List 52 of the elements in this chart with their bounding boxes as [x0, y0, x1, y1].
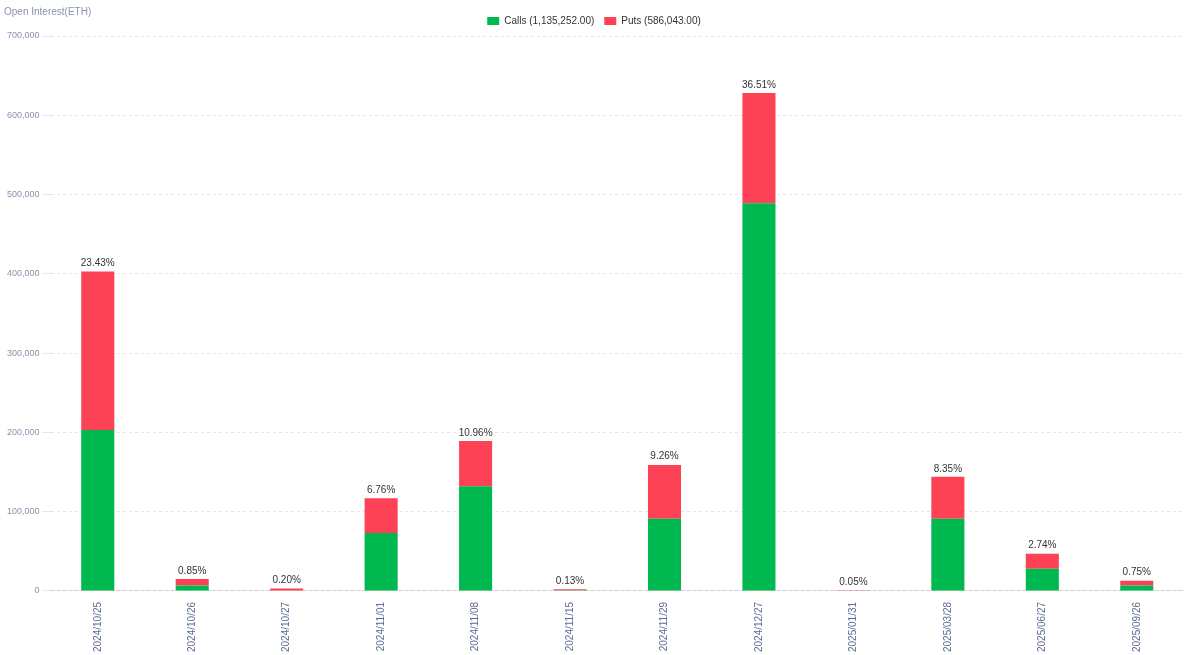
- annotation: 8.35%: [933, 462, 963, 474]
- x-tick-label: 2025/01/31: [847, 601, 859, 653]
- bar: [175, 579, 209, 586]
- y-tick-label: 0: [34, 585, 40, 596]
- bar: [364, 533, 398, 591]
- x-tick-label: 2025/09/26: [1130, 601, 1142, 653]
- bar: [1025, 553, 1059, 569]
- bar: [81, 271, 115, 431]
- bar: [931, 476, 965, 519]
- x-tick-label: 2024/11/15: [563, 601, 575, 652]
- x-tick-label: 2025/03/28: [941, 601, 953, 653]
- bar: [1120, 585, 1154, 591]
- y-axis-title: Open Interest(ETH): [4, 6, 92, 17]
- x-tick-label: 2024/10/26: [185, 601, 197, 653]
- annotation: 0.75%: [1122, 566, 1152, 578]
- annotation: 0.85%: [178, 565, 207, 577]
- y-tick-label: 400,000: [6, 268, 40, 279]
- y-tick-label: 600,000: [6, 109, 40, 120]
- y-tick-label: 200,000: [6, 426, 40, 437]
- x-tick-label: 2025/06/27: [1036, 601, 1048, 653]
- annotation: 36.51%: [741, 78, 777, 90]
- x-tick-label: 2024/10/25: [91, 601, 103, 653]
- annotation: 9.26%: [650, 450, 679, 462]
- x-tick-label: 2024/12/27: [752, 601, 764, 653]
- y-tick-label: 500,000: [6, 189, 40, 200]
- bar: [742, 93, 776, 204]
- bar: [647, 464, 682, 519]
- bar: [459, 486, 493, 591]
- annotation: 0.20%: [272, 574, 301, 586]
- annotation: 10.96%: [458, 427, 493, 439]
- x-tick-label: 2024/11/29: [658, 601, 670, 652]
- bar: [647, 518, 682, 591]
- y-tick-label: 100,000: [6, 506, 40, 517]
- bar: [81, 430, 115, 591]
- bar: [931, 518, 965, 591]
- bar: [1025, 568, 1059, 591]
- annotation: 23.43%: [80, 256, 115, 268]
- y-tick-label: 300,000: [6, 347, 40, 358]
- x-tick-label: 2024/11/01: [374, 601, 386, 652]
- annotation: 2.74%: [1028, 539, 1057, 551]
- y-tick-label: 700,000: [6, 30, 40, 41]
- annotation: 0.13%: [555, 574, 585, 586]
- bar: [459, 441, 493, 487]
- bar: [175, 585, 209, 591]
- x-tick-label: 2024/11/08: [469, 601, 481, 652]
- bar: [742, 203, 776, 591]
- annotation: 6.76%: [366, 484, 396, 496]
- annotation: 0.05%: [839, 576, 868, 588]
- bar: [364, 498, 398, 534]
- x-tick-label: 2024/10/27: [280, 601, 292, 653]
- legend-label: Calls (1,135,252.00): [504, 14, 595, 26]
- legend-label: Puts (586,043.00): [621, 14, 701, 26]
